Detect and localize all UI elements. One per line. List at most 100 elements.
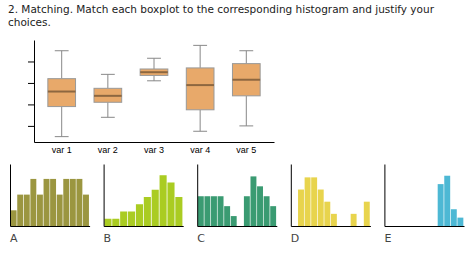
- cap-low: [193, 131, 207, 132]
- title: 2. Matching. Match each boxplot to the c…: [8, 3, 435, 28]
- plot-area: [298, 177, 370, 226]
- bar: [167, 182, 174, 226]
- x-tick: var 3: [144, 142, 164, 155]
- y-axis: [291, 165, 292, 227]
- histogram-panel: D: [291, 165, 371, 246]
- bar: [324, 202, 330, 226]
- bar: [76, 179, 82, 226]
- x-tick-label: var 5: [236, 145, 256, 155]
- panel-label: A: [10, 232, 18, 245]
- bar: [392, 226, 398, 227]
- box: [94, 74, 122, 117]
- bar: [211, 196, 217, 226]
- y-axis-line: [291, 165, 292, 227]
- median: [48, 91, 76, 93]
- bar: [57, 195, 63, 226]
- box-body: [186, 68, 214, 110]
- x-tick-label: var 1: [52, 145, 72, 155]
- x-axis-line: [385, 226, 465, 227]
- bar: [444, 176, 450, 226]
- x-axis: [291, 226, 371, 227]
- bar: [63, 179, 69, 226]
- bar: [250, 176, 256, 226]
- bar: [30, 179, 36, 226]
- cap-low: [55, 136, 69, 137]
- cap-low: [101, 117, 115, 118]
- plot-area: [104, 175, 182, 226]
- bar: [357, 226, 363, 227]
- histogram-panel: E: [384, 165, 464, 246]
- bar: [457, 218, 463, 226]
- x-axis-line: [291, 226, 371, 227]
- y-axis: [384, 165, 385, 227]
- bar: [112, 219, 119, 226]
- bar: [152, 190, 159, 226]
- title-line: 2. Matching. Match each boxplot to the c…: [8, 3, 435, 15]
- bar: [237, 226, 243, 227]
- bar: [305, 177, 311, 226]
- bar: [17, 195, 23, 226]
- box: [186, 45, 214, 131]
- histogram-panel: B: [104, 165, 184, 246]
- bar: [298, 190, 304, 226]
- bar: [405, 226, 411, 227]
- bar: [160, 175, 167, 226]
- median: [140, 71, 168, 73]
- x-axis: [198, 226, 278, 227]
- box-body: [94, 88, 122, 102]
- panel-label: C: [197, 232, 205, 245]
- median: [186, 84, 214, 86]
- whisker-high: [246, 51, 247, 64]
- bar: [318, 190, 324, 226]
- y-tick-mark: [28, 104, 34, 105]
- bar: [431, 226, 437, 227]
- cap-low: [147, 80, 161, 81]
- bar: [425, 226, 431, 227]
- x-tick-label: var 4: [190, 145, 210, 155]
- whisker-low: [107, 102, 108, 117]
- bar: [331, 214, 337, 226]
- y-tick: [28, 61, 34, 62]
- y-tick-mark: [28, 126, 34, 127]
- bar: [231, 216, 237, 226]
- bar: [175, 197, 182, 226]
- whisker-high: [200, 45, 201, 68]
- title-line: choices.: [8, 16, 51, 28]
- x-axis: [104, 226, 184, 227]
- bar: [136, 204, 143, 226]
- x-axis: var 1var 2var 3var 4var 5: [35, 142, 275, 155]
- panel-label: B: [104, 232, 112, 245]
- boxplot-panel: var 1var 2var 3var 4var 5: [28, 41, 275, 156]
- x-tick: var 5: [236, 142, 256, 155]
- whisker-high: [154, 58, 155, 69]
- box: [140, 58, 168, 81]
- y-axis-line: [104, 165, 105, 227]
- bar: [418, 226, 424, 227]
- bar: [37, 195, 43, 226]
- median: [94, 95, 122, 97]
- y-axis: [104, 165, 105, 227]
- bar: [104, 219, 111, 226]
- y-tick-mark: [28, 61, 34, 62]
- cap-high: [239, 50, 253, 51]
- bar: [364, 202, 370, 226]
- x-tick: var 1: [52, 142, 72, 155]
- bar: [270, 206, 276, 226]
- bar: [398, 226, 404, 227]
- bar: [291, 226, 297, 227]
- figure: 2. Matching. Match each boxplot to the c…: [0, 0, 474, 254]
- x-axis: [11, 226, 91, 227]
- plot-area: [438, 176, 464, 226]
- bar: [120, 211, 127, 226]
- whisker-high: [61, 51, 62, 79]
- box: [48, 51, 76, 137]
- cap-high: [55, 50, 69, 51]
- bar: [198, 196, 204, 226]
- cap-high: [101, 74, 115, 75]
- bar: [351, 214, 357, 226]
- bar: [83, 195, 89, 226]
- box-body: [48, 79, 76, 107]
- bar: [451, 209, 457, 226]
- x-tick: var 4: [190, 142, 210, 155]
- bar: [44, 179, 50, 226]
